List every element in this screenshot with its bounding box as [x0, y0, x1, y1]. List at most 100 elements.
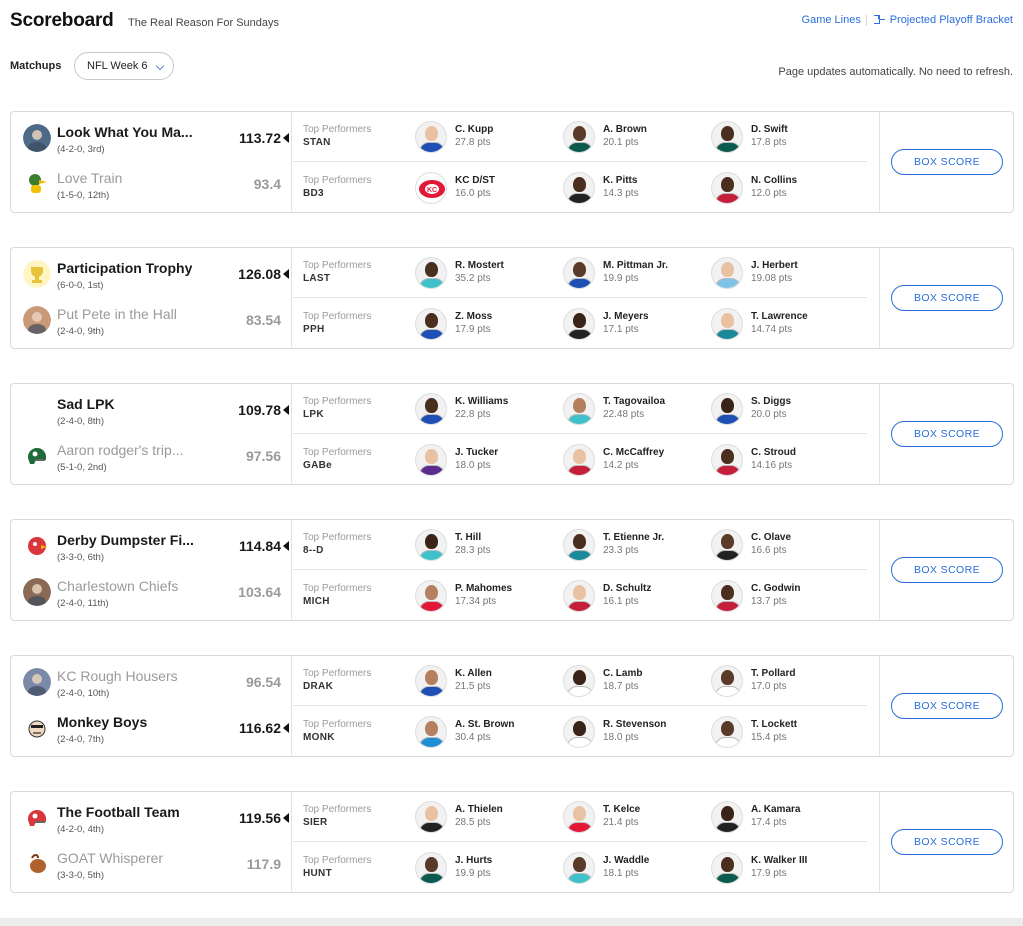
player-item[interactable]: T. Pollard 17.0 pts: [711, 664, 851, 698]
team-row[interactable]: Love Train (1-5-0, 12th) 93.4: [23, 162, 281, 208]
player-item[interactable]: T. Lawrence 14.74 pts: [711, 307, 851, 341]
player-item[interactable]: N. Collins 12.0 pts: [711, 171, 851, 205]
player-item[interactable]: A. St. Brown 30.4 pts: [415, 715, 555, 749]
player-item[interactable]: Z. Moss 17.9 pts: [415, 307, 555, 341]
team-row[interactable]: Derby Dumpster Fi... (3-3-0, 6th) 114.84: [23, 524, 289, 570]
player-item[interactable]: C. McCaffrey 14.2 pts: [563, 443, 703, 477]
player-item[interactable]: J. Tucker 18.0 pts: [415, 443, 555, 477]
week-dropdown[interactable]: NFL Week 6: [74, 52, 174, 80]
player-name[interactable]: A. Brown: [603, 124, 647, 135]
team-name[interactable]: Participation Trophy: [57, 260, 193, 276]
team-name[interactable]: The Football Team: [57, 804, 180, 820]
player-name[interactable]: T. Hill: [455, 532, 482, 543]
player-item[interactable]: K. Allen 21.5 pts: [415, 664, 555, 698]
player-name[interactable]: R. Mostert: [455, 260, 504, 271]
team-name[interactable]: KC Rough Housers: [57, 668, 178, 684]
player-name[interactable]: N. Collins: [751, 175, 798, 186]
player-item[interactable]: D. Schultz 16.1 pts: [563, 579, 703, 613]
player-item[interactable]: K. Williams 22.8 pts: [415, 392, 555, 426]
player-name[interactable]: K. Pitts: [603, 175, 638, 186]
team-row[interactable]: Charlestown Chiefs (2-4-0, 11th) 103.64: [23, 570, 281, 616]
player-item[interactable]: A. Kamara 17.4 pts: [711, 800, 851, 834]
team-name[interactable]: Charlestown Chiefs: [57, 578, 179, 594]
player-name[interactable]: C. Stroud: [751, 447, 796, 458]
team-name[interactable]: Love Train: [57, 170, 123, 186]
game-lines-link[interactable]: Game Lines: [801, 14, 861, 26]
player-name[interactable]: T. Tagovailoa: [603, 396, 666, 407]
team-row[interactable]: The Football Team (4-2-0, 4th) 119.56: [23, 796, 289, 842]
team-row[interactable]: Aaron rodger's trip... (5-1-0, 2nd) 97.56: [23, 434, 281, 480]
player-item[interactable]: T. Lockett 15.4 pts: [711, 715, 851, 749]
player-item[interactable]: J. Meyers 17.1 pts: [563, 307, 703, 341]
player-item[interactable]: C. Godwin 13.7 pts: [711, 579, 851, 613]
player-name[interactable]: M. Pittman Jr.: [603, 260, 669, 271]
player-name[interactable]: T. Etienne Jr.: [603, 532, 665, 543]
team-row[interactable]: KC Rough Housers (2-4-0, 10th) 96.54: [23, 660, 281, 706]
box-score-button[interactable]: BOX SCORE: [891, 421, 1003, 447]
team-name[interactable]: Aaron rodger's trip...: [57, 442, 184, 458]
box-score-button[interactable]: BOX SCORE: [891, 829, 1003, 855]
player-name[interactable]: KC D/ST: [455, 175, 495, 186]
player-item[interactable]: A. Brown 20.1 pts: [563, 120, 703, 154]
player-item[interactable]: C. Kupp 27.8 pts: [415, 120, 555, 154]
player-item[interactable]: KC KC D/ST 16.0 pts: [415, 171, 555, 205]
player-item[interactable]: J. Herbert 19.08 pts: [711, 256, 851, 290]
player-name[interactable]: J. Meyers: [603, 311, 649, 322]
player-name[interactable]: J. Tucker: [455, 447, 499, 458]
player-item[interactable]: R. Mostert 35.2 pts: [415, 256, 555, 290]
player-name[interactable]: C. Olave: [751, 532, 792, 543]
player-name[interactable]: R. Stevenson: [603, 719, 667, 730]
player-item[interactable]: C. Olave 16.6 pts: [711, 528, 851, 562]
player-name[interactable]: K. Walker III: [751, 855, 808, 866]
player-name[interactable]: T. Lockett: [751, 719, 798, 730]
player-name[interactable]: J. Herbert: [751, 260, 798, 271]
player-name[interactable]: A. Kamara: [751, 804, 801, 815]
player-name[interactable]: K. Williams: [455, 396, 509, 407]
player-item[interactable]: C. Stroud 14.16 pts: [711, 443, 851, 477]
team-row[interactable]: Monkey Boys (2-4-0, 7th) 116.62: [23, 706, 289, 752]
player-name[interactable]: T. Kelce: [603, 804, 641, 815]
player-name[interactable]: C. Godwin: [751, 583, 801, 594]
player-name[interactable]: J. Hurts: [455, 855, 493, 866]
player-name[interactable]: D. Swift: [751, 124, 788, 135]
player-name[interactable]: J. Waddle: [603, 855, 650, 866]
team-row[interactable]: Participation Trophy (6-0-0, 1st) 126.08: [23, 252, 289, 298]
player-item[interactable]: C. Lamb 18.7 pts: [563, 664, 703, 698]
player-name[interactable]: C. Lamb: [603, 668, 643, 679]
player-item[interactable]: T. Etienne Jr. 23.3 pts: [563, 528, 703, 562]
team-name[interactable]: Derby Dumpster Fi...: [57, 532, 194, 548]
player-item[interactable]: M. Pittman Jr. 19.9 pts: [563, 256, 703, 290]
player-item[interactable]: K. Walker III 17.9 pts: [711, 851, 851, 885]
team-row[interactable]: Sad LPK (2-4-0, 8th) 109.78: [23, 388, 289, 434]
player-item[interactable]: R. Stevenson 18.0 pts: [563, 715, 703, 749]
player-item[interactable]: J. Hurts 19.9 pts: [415, 851, 555, 885]
player-name[interactable]: A. St. Brown: [455, 719, 515, 730]
player-item[interactable]: T. Hill 28.3 pts: [415, 528, 555, 562]
player-item[interactable]: S. Diggs 20.0 pts: [711, 392, 851, 426]
player-name[interactable]: A. Thielen: [455, 804, 503, 815]
team-name[interactable]: GOAT Whisperer: [57, 850, 164, 866]
box-score-button[interactable]: BOX SCORE: [891, 285, 1003, 311]
team-row[interactable]: GOAT Whisperer (3-3-0, 5th) 117.9: [23, 842, 281, 888]
player-name[interactable]: C. Kupp: [455, 124, 494, 135]
team-row[interactable]: Put Pete in the Hall (2-4-0, 9th) 83.54: [23, 298, 281, 344]
player-item[interactable]: J. Waddle 18.1 pts: [563, 851, 703, 885]
team-name[interactable]: Put Pete in the Hall: [57, 306, 177, 322]
box-score-button[interactable]: BOX SCORE: [891, 693, 1003, 719]
box-score-button[interactable]: BOX SCORE: [891, 149, 1003, 175]
player-name[interactable]: D. Schultz: [603, 583, 652, 594]
player-name[interactable]: T. Lawrence: [751, 311, 808, 322]
player-name[interactable]: Z. Moss: [455, 311, 493, 322]
player-item[interactable]: T. Tagovailoa 22.48 pts: [563, 392, 703, 426]
player-name[interactable]: T. Pollard: [751, 668, 796, 679]
team-name[interactable]: Monkey Boys: [57, 714, 148, 730]
projected-bracket-link[interactable]: Projected Playoff Bracket: [889, 14, 1013, 26]
team-row[interactable]: Look What You Ma... (4-2-0, 3rd) 113.72: [23, 116, 289, 162]
player-item[interactable]: T. Kelce 21.4 pts: [563, 800, 703, 834]
player-name[interactable]: P. Mahomes: [455, 583, 513, 594]
player-name[interactable]: C. McCaffrey: [603, 447, 665, 458]
player-item[interactable]: P. Mahomes 17.34 pts: [415, 579, 555, 613]
player-item[interactable]: K. Pitts 14.3 pts: [563, 171, 703, 205]
team-name[interactable]: Look What You Ma...: [57, 124, 193, 140]
box-score-button[interactable]: BOX SCORE: [891, 557, 1003, 583]
